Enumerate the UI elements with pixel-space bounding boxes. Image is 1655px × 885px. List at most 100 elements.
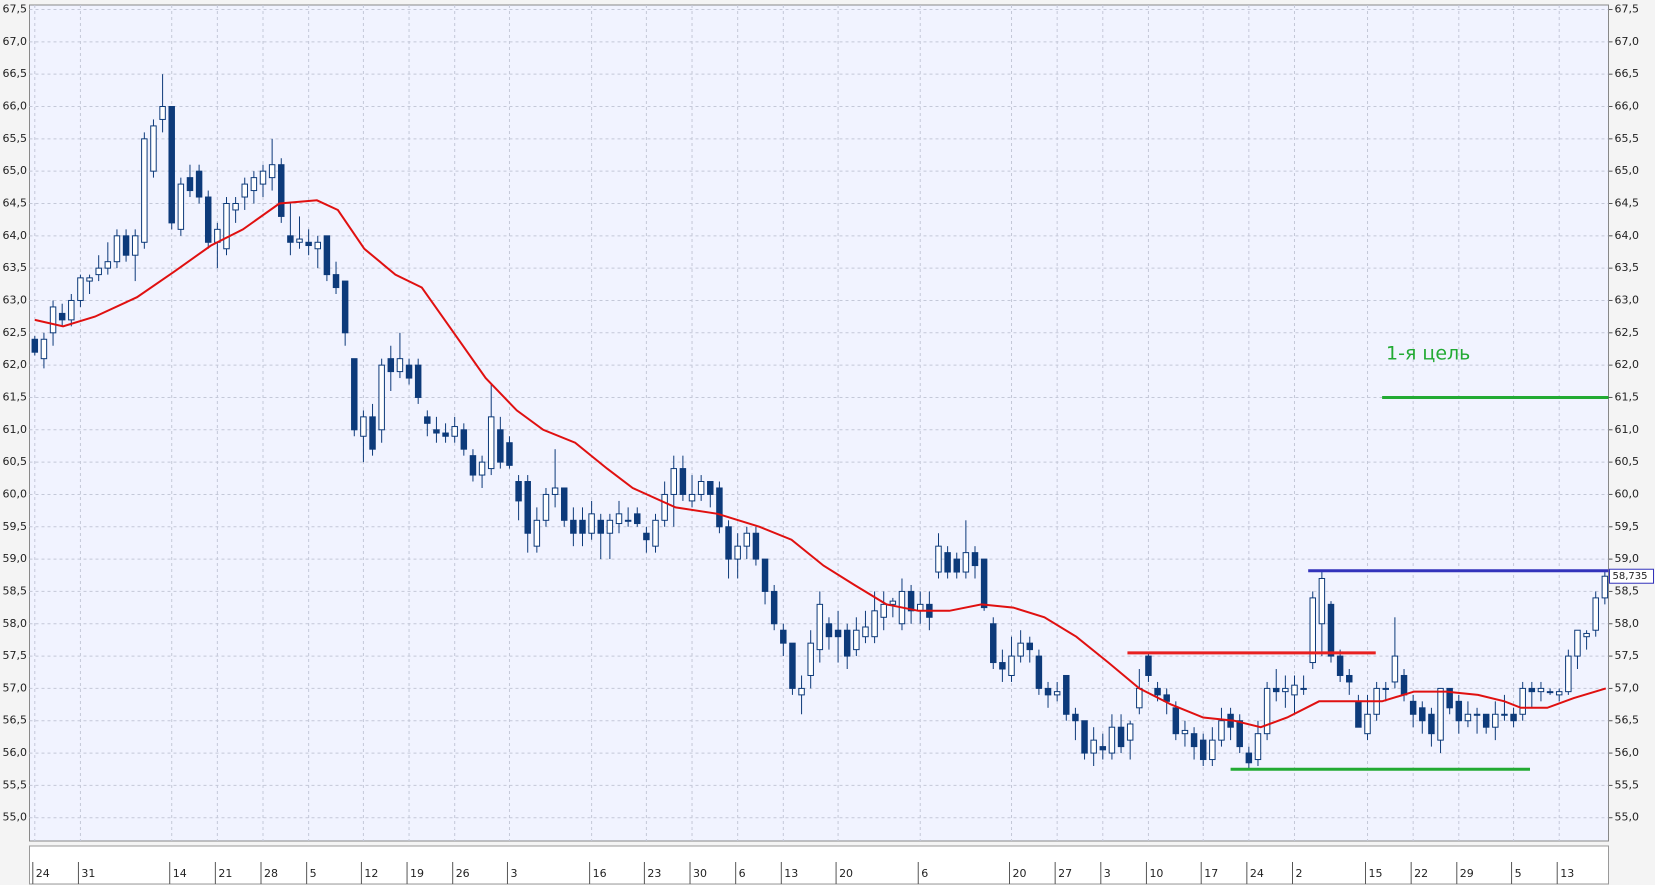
y-tick-label-left: 62,0 <box>3 358 28 371</box>
candle-body <box>442 432 449 437</box>
candle-body <box>487 416 495 470</box>
candle-body <box>999 662 1006 670</box>
candle-body <box>1482 713 1490 728</box>
candle-body <box>414 364 422 398</box>
candle-body <box>1017 642 1024 657</box>
candle-body <box>889 600 897 605</box>
plot-area <box>29 4 1609 842</box>
y-tick-label: 59,5 <box>1615 520 1640 533</box>
candle-body <box>1428 713 1435 735</box>
candle-body <box>241 183 248 198</box>
x-tick-label: 13 <box>784 867 798 880</box>
candle-body <box>1382 687 1390 690</box>
candle-body <box>1072 713 1079 722</box>
candle-body <box>1254 733 1262 761</box>
candle-body <box>1209 739 1216 761</box>
x-tick-label: 12 <box>364 867 378 880</box>
candle-body <box>624 519 632 522</box>
x-tick-label: 3 <box>510 867 517 880</box>
y-tick-label-left: 59,0 <box>3 552 28 565</box>
candle-body <box>1145 655 1152 676</box>
candle-body <box>1236 720 1243 748</box>
candle-body <box>424 416 431 424</box>
candle-body <box>323 235 331 276</box>
candle-body <box>49 306 57 334</box>
y-tick-label-left: 65,0 <box>3 164 28 177</box>
x-tick-label: 19 <box>410 867 424 880</box>
x-tick-label: 21 <box>218 867 232 880</box>
candle-body <box>305 241 312 247</box>
y-tick-label: 66,0 <box>1615 100 1640 113</box>
candle-body <box>1035 655 1043 689</box>
candle-body <box>296 238 303 243</box>
y-tick-label-left: 63,5 <box>3 261 28 274</box>
candle-body <box>186 177 194 192</box>
candle-body <box>378 364 385 431</box>
x-tick-label: 24 <box>36 867 50 880</box>
y-tick-label-left: 60,0 <box>3 487 28 500</box>
candle-body <box>1583 632 1590 638</box>
candle-body <box>1117 726 1125 748</box>
candle-body <box>1099 746 1107 751</box>
candle-body <box>953 558 960 573</box>
candle-body <box>588 513 595 534</box>
candle-body <box>1154 687 1161 696</box>
candle-body <box>670 468 678 495</box>
candle-body <box>1537 687 1545 693</box>
candle-body <box>634 513 641 525</box>
candle-body <box>1592 597 1599 631</box>
candle-body <box>86 277 93 282</box>
y-tick-label: 67,0 <box>1615 35 1640 48</box>
candle-body <box>1300 687 1307 690</box>
candle-body <box>980 558 988 609</box>
x-tick-label: 26 <box>456 867 470 880</box>
candle-body <box>31 338 39 353</box>
y-tick-label: 65,0 <box>1615 164 1640 177</box>
y-tick-label-left: 55,0 <box>3 811 28 824</box>
candle-body <box>1528 687 1536 693</box>
candle-body <box>679 468 687 495</box>
candle-body <box>1492 713 1499 728</box>
candle-body <box>1327 603 1335 657</box>
x-tick-label: 23 <box>647 867 661 880</box>
candle-body <box>570 519 577 534</box>
candle-body <box>524 481 531 534</box>
candle-body <box>1126 723 1134 741</box>
y-tick-label-left: 56,0 <box>3 746 28 759</box>
x-tick-label: 13 <box>1560 867 1574 880</box>
candle-body <box>1026 642 1034 651</box>
candle-body <box>1282 687 1289 693</box>
x-tick-label: 14 <box>173 867 187 880</box>
candle-body <box>1501 713 1508 716</box>
candle-body <box>935 545 942 573</box>
y-tick-label: 57,5 <box>1615 649 1640 662</box>
candle-body <box>506 442 513 466</box>
candle-body <box>1172 707 1180 735</box>
candle-body <box>141 138 148 243</box>
y-tick-label-left: 63,0 <box>3 293 28 306</box>
candle-body <box>661 493 668 521</box>
x-tick-label: 3 <box>1104 867 1111 880</box>
candle-body <box>1409 700 1417 715</box>
y-tick-label-left: 64,5 <box>3 196 28 209</box>
candle-body <box>1309 597 1316 664</box>
candle-body <box>58 312 66 321</box>
y-tick-label: 55,0 <box>1615 811 1640 824</box>
candle-body <box>104 261 112 269</box>
y-tick-label-left: 58,0 <box>3 617 28 630</box>
x-tick-label: 24 <box>1250 867 1264 880</box>
candle-body <box>250 177 258 192</box>
x-tick-label: 2 <box>1295 867 1302 880</box>
y-tick-label: 65,5 <box>1615 132 1640 145</box>
x-tick-label: 29 <box>1460 867 1474 880</box>
y-tick-label-left: 61,0 <box>3 423 28 436</box>
candle-body <box>1053 691 1061 696</box>
y-tick-label: 67,5 <box>1615 3 1640 16</box>
candle-body <box>150 125 157 172</box>
y-tick-label: 62,5 <box>1615 326 1640 339</box>
y-tick-label-left: 66,5 <box>3 67 28 80</box>
y-tick-label-left: 59,5 <box>3 520 28 533</box>
candle-body <box>77 277 84 301</box>
candle-body <box>725 526 732 560</box>
candle-body <box>533 519 541 547</box>
